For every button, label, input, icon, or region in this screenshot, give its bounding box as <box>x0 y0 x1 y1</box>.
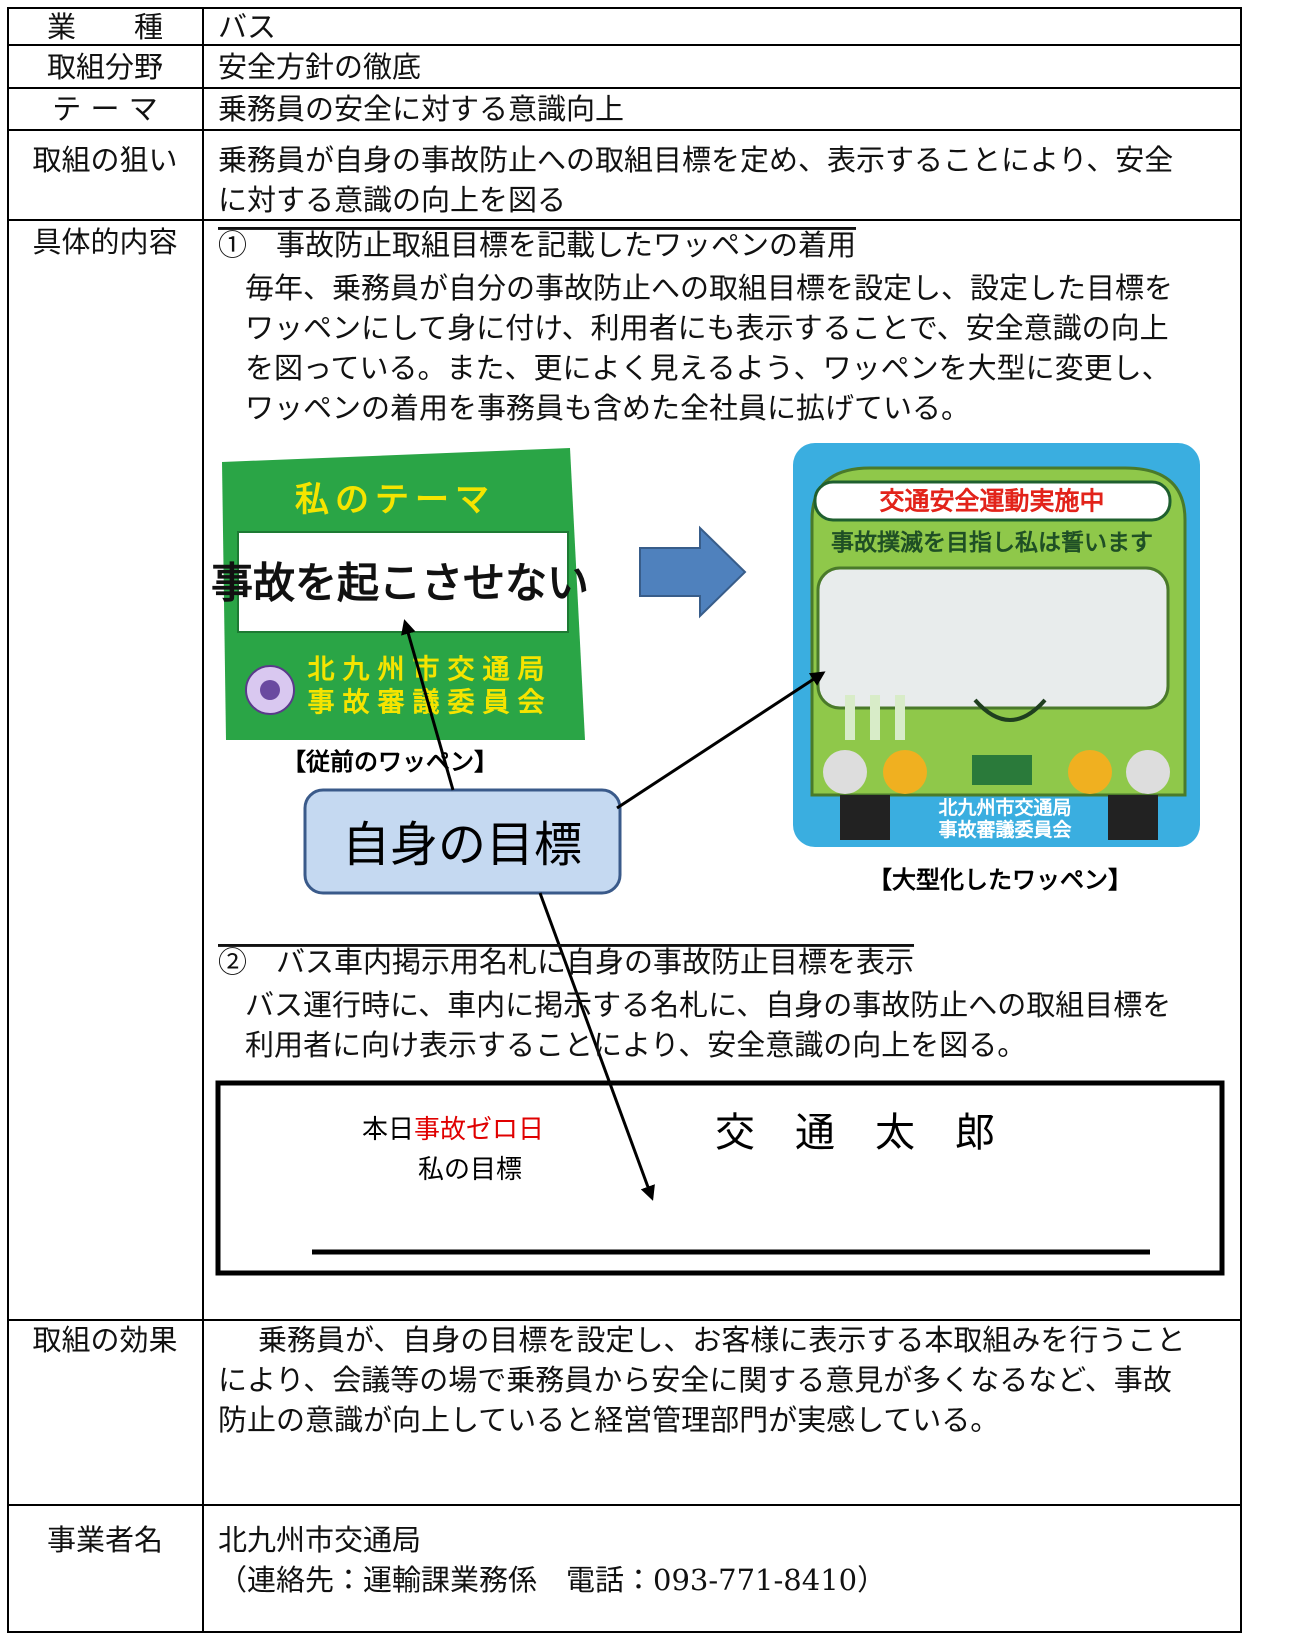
item-line: 利用者に向け表示することにより、安全意識の向上を図る。 <box>245 1028 1026 1062</box>
callout-box <box>303 788 622 895</box>
nameplate-prefix: 本日 <box>362 1115 414 1145</box>
row-content: 北九州市交通局 <box>218 1523 421 1557</box>
row-content: 安全方針の徹底 <box>218 50 421 84</box>
item-heading: ① 事故防止取組目標を記載したワッペンの着用 <box>218 228 856 262</box>
callout-text: 自身の目標 <box>342 817 582 873</box>
row-content: 防止の意識が向上していると経営管理部門が実感している。 <box>218 1403 999 1437</box>
row-content: に対する意識の向上を図る <box>218 183 566 217</box>
row-label: 取組の効果 <box>32 1323 177 1357</box>
nameplate-today: 本日事故ゼロ日 <box>362 1115 544 1145</box>
badge-issuer: 北九州市交通局 <box>938 796 1071 819</box>
old-badge: 私のテーマ 事故を起こさせない 北九州市交通局 事故審議委員会 【従前のワッペン… <box>211 448 589 776</box>
badge-goal: 事故を起こさせない <box>211 559 589 608</box>
row-label: 業 種 <box>47 10 163 44</box>
row-label: 事業者名 <box>47 1523 163 1557</box>
nameplate: 本日事故ゼロ日 私の目標 交 通 太 郎 <box>215 1080 1225 1276</box>
item-line: 毎年、乗務員が自分の事故防止への取組目標を設定し、設定した目標を <box>245 271 1173 305</box>
row-content: 乗務員が自身の事故防止への取組目標を定め、表示することにより、安全 <box>218 143 1173 177</box>
item-line: ワッペンの着用を事務員も含めた全社員に拡げている。 <box>245 391 970 425</box>
row-label: 具体的内容 <box>32 225 177 259</box>
row-content: （連絡先：運輸課業務係 電話：093-771-8410） <box>218 1563 886 1597</box>
badge-banner: 交通安全運動実施中 <box>879 487 1104 516</box>
row-label: テ ー マ <box>52 92 157 126</box>
new-badge: 交通安全運動実施中 事故撲滅を目指し私は誓います 北九州市交通局 事故審議委員会… <box>793 443 1200 894</box>
item-line: を図っている。また、更によく見えるよう、ワッペンを大型に変更し、 <box>245 351 1171 385</box>
badge-issuer: 北九州市交通局 <box>308 655 553 686</box>
row-content: 乗務員が、自身の目標を設定し、お客様に表示する本取組みを行うこと <box>258 1323 1185 1357</box>
row-content: により、会議等の場で乗務員から安全に関する意見が多くなるなど、事故 <box>218 1363 1172 1397</box>
badge-issuer: 事故審議委員会 <box>938 818 1072 841</box>
callout-arrows <box>401 619 826 1201</box>
nameplate-name: 交 通 太 郎 <box>715 1110 995 1156</box>
item-line: ワッペンにして身に付け、利用者にも表示することで、安全意識の向上 <box>245 311 1169 345</box>
badge-theme: 私のテーマ <box>295 480 495 520</box>
item-line: バス運行時に、車内に掲示する名札に、自身の事故防止への取組目標を <box>245 988 1171 1022</box>
badge-pledge: 事故撲滅を目指し私は誓います <box>831 529 1153 556</box>
row-label: 取組の狙い <box>32 143 177 177</box>
row-content: バス <box>218 10 276 44</box>
change-arrow <box>639 525 747 619</box>
table-grid <box>7 7 1242 1633</box>
item-heading: ② バス車内掲示用名札に自身の事故防止目標を表示 <box>218 945 914 979</box>
row-content: 乗務員の安全に対する意識向上 <box>218 92 624 126</box>
caption: 【従前のワッペン】 <box>282 748 498 776</box>
nameplate-goal-label: 私の目標 <box>418 1155 522 1185</box>
nameplate-highlight: 事故ゼロ日 <box>414 1115 544 1145</box>
caption: 【大型化したワッペン】 <box>868 866 1132 894</box>
row-label: 取組分野 <box>47 50 163 84</box>
